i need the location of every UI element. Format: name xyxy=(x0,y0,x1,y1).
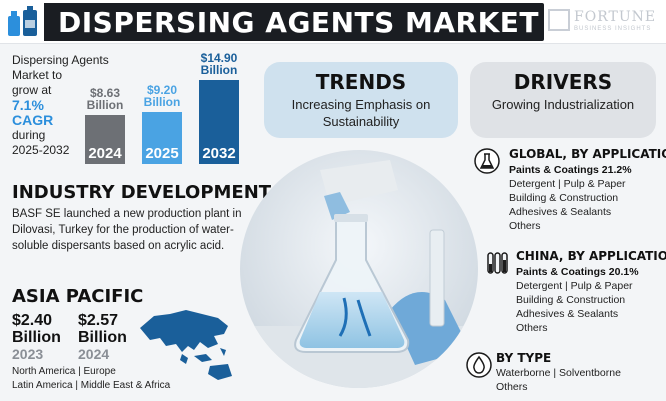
global-application-title: GLOBAL, BY APPLICATION xyxy=(509,147,666,161)
global-segment-line: Adhesives & Sealants xyxy=(509,206,612,218)
asia-year-1: 2023 xyxy=(12,346,44,362)
brand-subtitle: BUSINESS INSIGHTS xyxy=(574,26,652,32)
bar-2024: 2024 xyxy=(85,115,125,164)
china-segment-line: Building & Construction xyxy=(516,294,626,306)
by-type-title: BY TYPE xyxy=(496,351,552,365)
region-list: North America | Europe Latin America | M… xyxy=(12,365,170,393)
type-segment-line: Others xyxy=(496,381,528,393)
region-line: Latin America | Middle East & Africa xyxy=(12,380,171,391)
test-tubes-icon xyxy=(487,252,508,274)
lab-flask-icon xyxy=(474,148,500,174)
water-drop-icon xyxy=(466,352,492,378)
global-segment-line: Building & Construction xyxy=(509,192,619,204)
brand-mark-icon xyxy=(548,9,570,31)
bar-value-label: $14.90 Billion xyxy=(200,51,238,77)
asia-value-1: $2.40 xyxy=(12,312,53,329)
bar-2032: 2032 xyxy=(199,80,239,164)
global-lead-segment: Paints & Coatings 21.2% xyxy=(509,164,632,176)
global-segment-line: Others xyxy=(509,220,541,232)
asia-year-2: 2024 xyxy=(78,346,110,362)
growth-line: during xyxy=(12,128,46,142)
growth-period: 2025-2032 xyxy=(12,143,70,157)
type-segment-line: Waterborne | Solventborne xyxy=(496,367,621,379)
industry-development-text: BASF SE launched a new production plant … xyxy=(12,208,242,252)
china-application-title: CHINA, BY APPLICATION xyxy=(516,249,666,263)
header: DISPERSING AGENTS MARKET FORTUNE BUSINES… xyxy=(0,0,666,44)
china-segment-line: Others xyxy=(516,322,548,334)
china-segment-line: Detergent | Pulp & Paper xyxy=(516,280,633,292)
title-bar: DISPERSING AGENTS MARKET xyxy=(44,3,544,41)
cagr-value: 7.1% xyxy=(12,97,44,113)
asia-pacific-title: ASIA PACIFIC xyxy=(12,286,144,307)
growth-line: Dispersing Agents xyxy=(12,53,109,67)
drivers-card: DRIVERS Growing Industrialization xyxy=(470,62,656,138)
industry-development-title: INDUSTRY DEVELOPMENT xyxy=(12,182,272,203)
asia-pacific-map-icon xyxy=(140,310,232,380)
asia-value-2: $2.57 xyxy=(78,312,119,329)
brand-logo: FORTUNE BUSINESS INSIGHTS xyxy=(548,7,660,37)
china-lead-segment: Paints & Coatings 20.1% xyxy=(516,266,639,278)
growth-line: grow at xyxy=(12,83,52,97)
asia-value-1-unit: Billion xyxy=(12,329,61,346)
drivers-text: Growing Industrialization xyxy=(491,97,635,112)
china-segment-line: Adhesives & Sealants xyxy=(516,308,619,320)
asia-value-2-unit: Billion xyxy=(78,329,127,346)
growth-summary: Dispersing Agents Market to grow at 7.1%… xyxy=(12,53,122,158)
drivers-title: DRIVERS xyxy=(513,70,613,94)
global-segment-line: Detergent | Pulp & Paper xyxy=(509,178,626,190)
trends-title: TRENDS xyxy=(315,70,407,94)
bar-value-label: $9.20 Billion xyxy=(143,83,181,109)
trends-card: TRENDS Increasing Emphasis on Sustainabi… xyxy=(264,62,458,138)
bar-year-label: 2025 xyxy=(145,145,179,162)
growth-line: Market to xyxy=(12,68,63,82)
cagr-label: CAGR xyxy=(12,112,54,128)
bar-year-label: 2024 xyxy=(88,145,122,162)
trends-text: Increasing Emphasis on Sustainability xyxy=(291,97,431,129)
lab-flask-photo xyxy=(240,150,478,388)
bar-2025: 2025 xyxy=(142,112,182,164)
bar-year-label: 2032 xyxy=(202,145,236,162)
brand-name: FORTUNE xyxy=(574,9,657,25)
region-line: North America | Europe xyxy=(12,366,116,377)
chemical-bottles-icon xyxy=(8,6,37,36)
bar-value-label: $8.63 Billion xyxy=(86,86,124,112)
page-title: DISPERSING AGENTS MARKET xyxy=(58,6,540,39)
